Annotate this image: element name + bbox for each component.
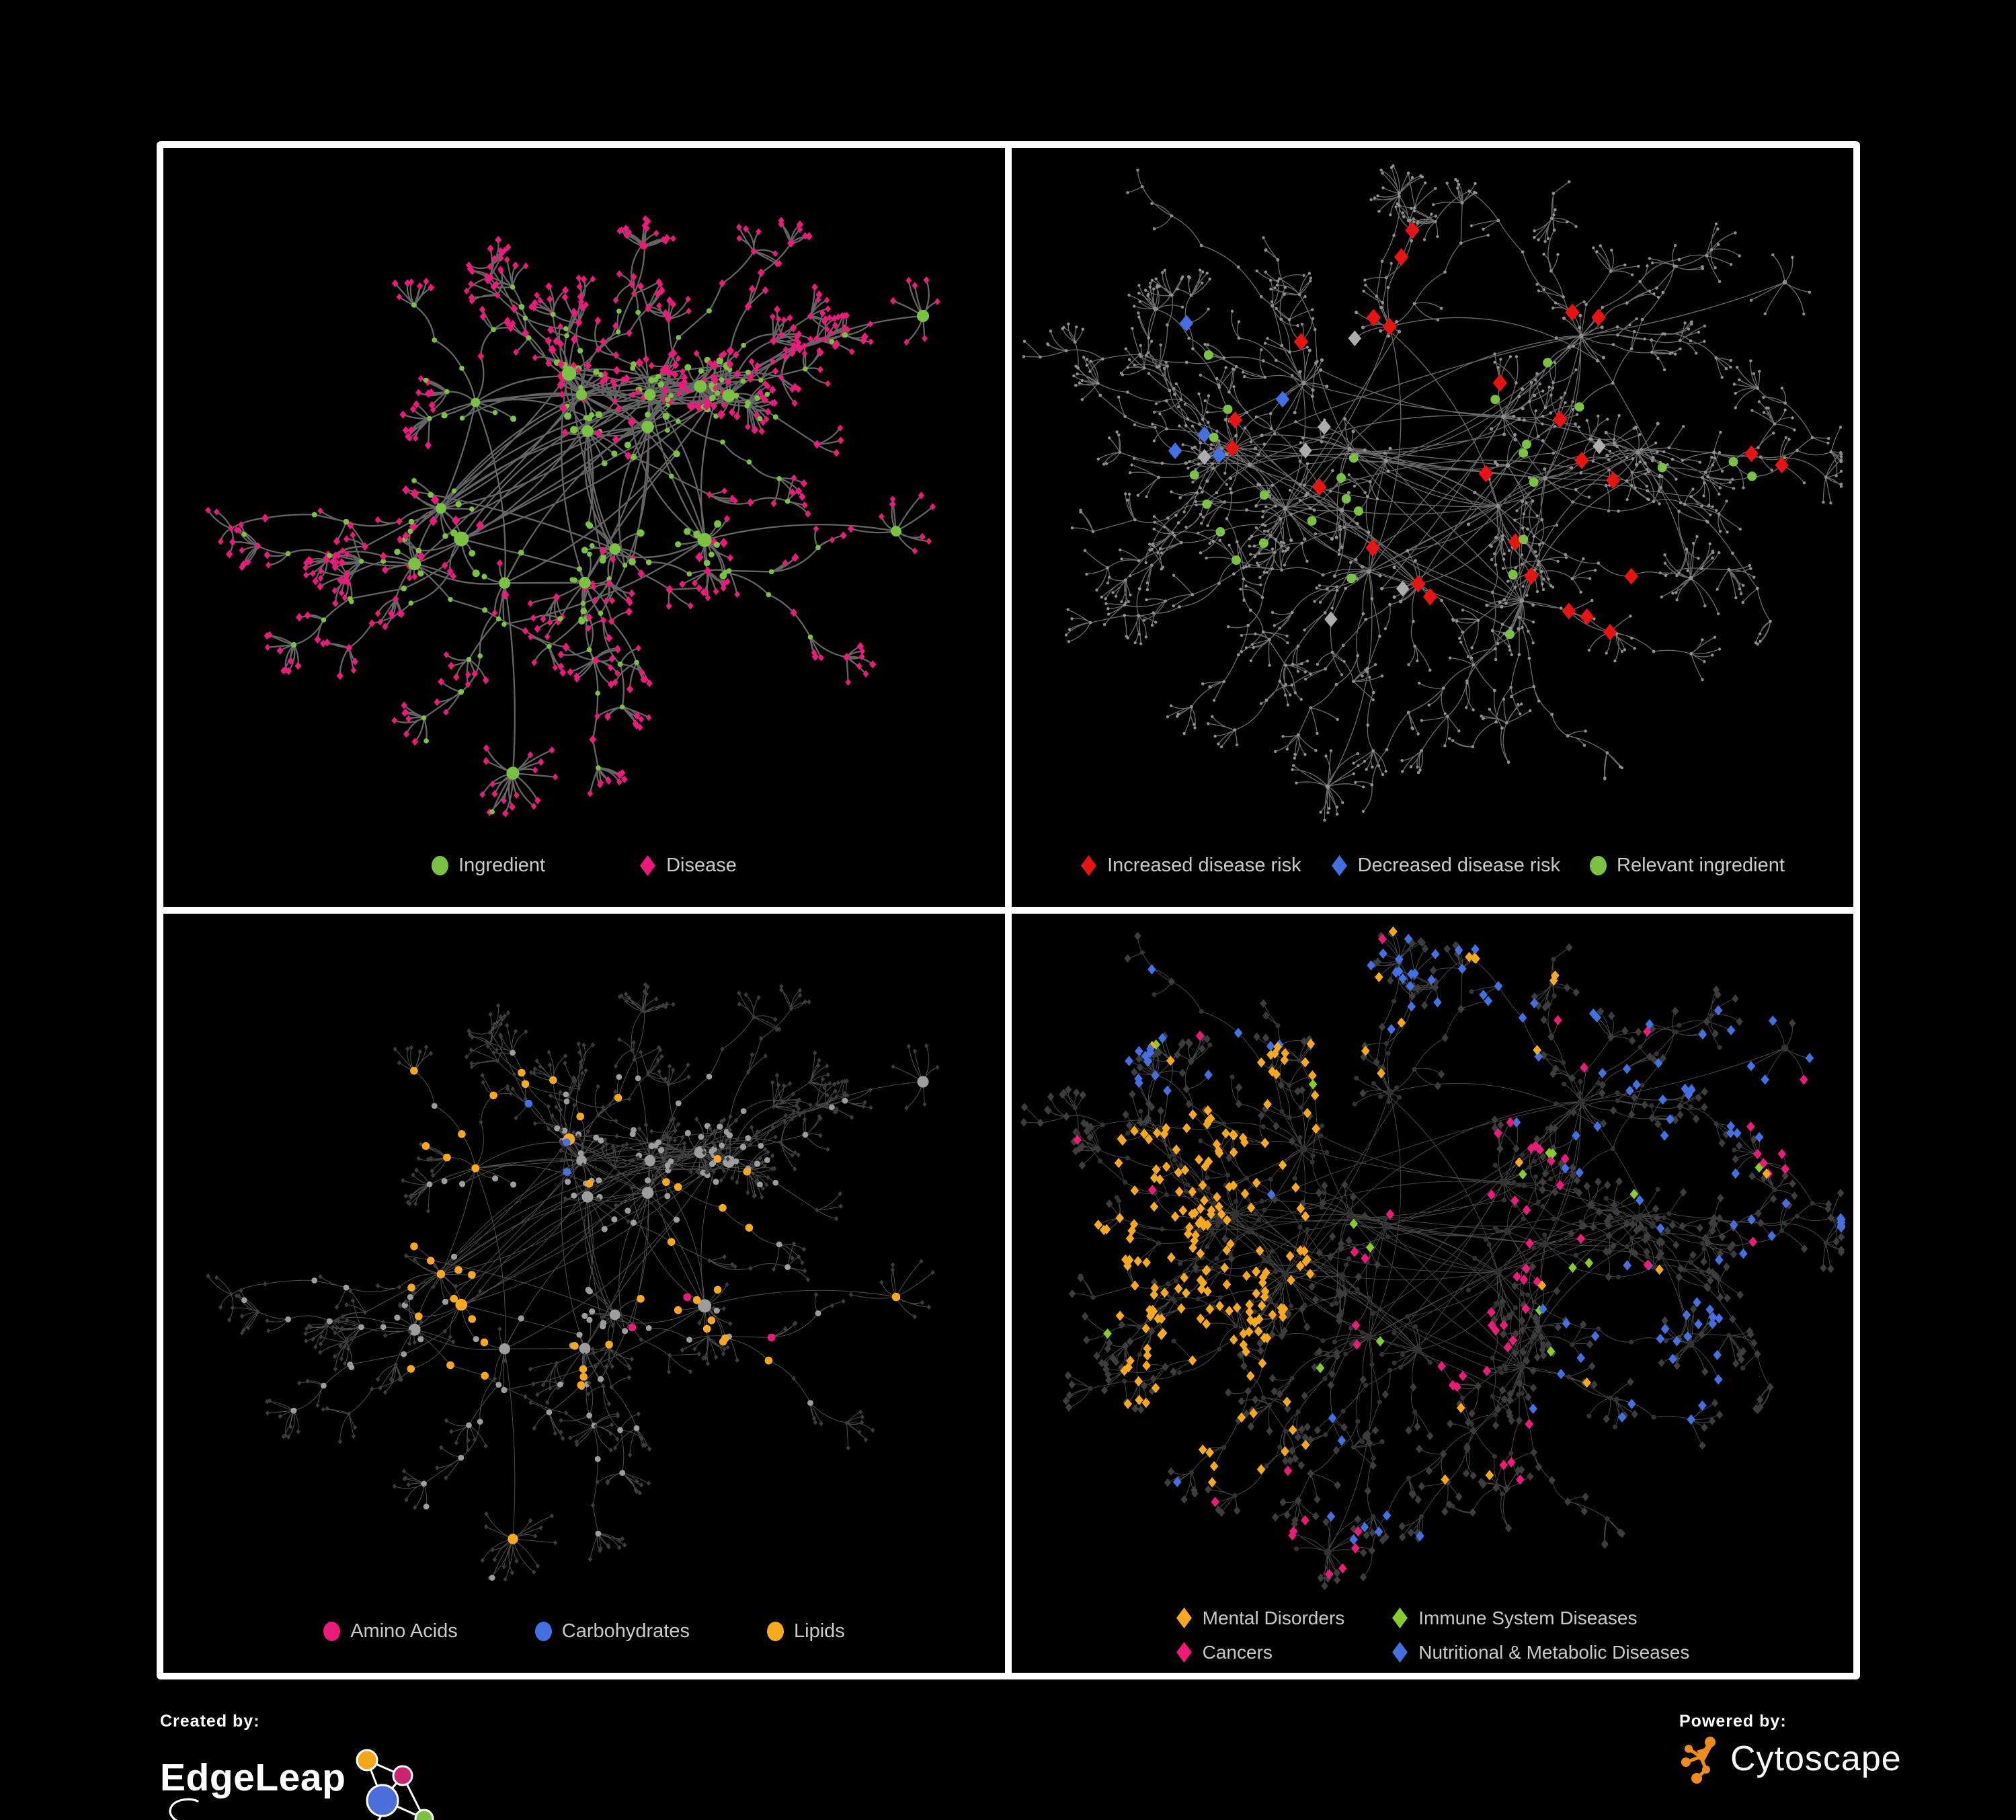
cytoscape-brand-text: Cytoscape <box>1730 1739 1902 1778</box>
edgeleap-network-icon <box>169 1749 434 1820</box>
legend-item-nutritional-metabolic-diseases: Nutritional & Metabolic Diseases <box>1392 1641 1689 1663</box>
legend-ingredient-disease: Ingredient Disease <box>163 855 1005 877</box>
network-disease-risk <box>1022 164 1843 822</box>
legend-item-immune-system-diseases: Immune System Diseases <box>1392 1607 1689 1629</box>
legend-label: Lipids <box>794 1620 845 1642</box>
legend-circle-marker <box>767 1622 784 1641</box>
legend-diamond-marker <box>1392 1642 1408 1663</box>
legend-label: Relevant ingredient <box>1617 855 1785 876</box>
panel-ingredient-classes: Amino Acids Carbohydrates Lipids <box>163 914 1005 1673</box>
legend-label: Disease <box>666 855 737 876</box>
legend-item-mental-disorders: Mental Disorders <box>1176 1607 1345 1629</box>
legend-item-cancers: Cancers <box>1176 1641 1345 1663</box>
legend-diamond-marker <box>1176 1642 1192 1663</box>
legend-disease-classes: Mental Disorders Immune System Diseases Ca… <box>1012 1607 1853 1663</box>
network-ingredient-disease <box>205 215 940 818</box>
powered-by-label: Powered by: <box>1679 1712 1787 1731</box>
legend-circle-marker <box>323 1622 341 1641</box>
legend-item-amino-acids: Amino Acids <box>323 1620 458 1643</box>
legend-disease-risk: Increased disease risk Decreased disease … <box>1012 855 1853 877</box>
legend-circle-marker <box>534 1622 552 1641</box>
legend-item-carbohydrates: Carbohydrates <box>534 1620 690 1643</box>
legend-label: Immune System Diseases <box>1418 1607 1638 1628</box>
edgeleap-credit: Created by: EdgeLeap <box>160 1712 456 1820</box>
legend-label: Increased disease risk <box>1107 855 1301 876</box>
edgeleap-brand-text: EdgeLeap <box>160 1756 346 1799</box>
legend-item-disease: Disease <box>639 855 737 877</box>
edgeleap-logo: EdgeLeap <box>160 1731 456 1820</box>
legend-circle-marker <box>432 856 449 875</box>
network-disease-classes <box>1020 926 1846 1591</box>
created-by-label: Created by: <box>160 1712 260 1731</box>
legend-item-relevant-ingredient: Relevant ingredient <box>1590 855 1785 877</box>
edgeleap-node-blue <box>366 1784 399 1817</box>
edgeleap-node-green <box>414 1809 434 1820</box>
legend-ingredient-classes: Amino Acids Carbohydrates Lipids <box>163 1620 1005 1643</box>
cytoscape-logo-icon <box>1681 1737 1716 1784</box>
legend-item-ingredient: Ingredient <box>432 855 545 877</box>
panel-ingredient-disease: Ingredient Disease <box>163 148 1005 907</box>
network-ingredient-classes <box>206 982 940 1582</box>
edgeleap-node-orange <box>356 1749 378 1772</box>
legend-diamond-marker <box>1081 855 1097 876</box>
legend-label: Carbohydrates <box>561 1620 690 1642</box>
legend-item-decreased-disease-risk: Decreased disease risk <box>1331 855 1560 877</box>
legend-circle-marker <box>1590 856 1607 875</box>
legend-label: Cancers <box>1202 1641 1273 1663</box>
legend-label: Ingredient <box>458 855 546 876</box>
legend-diamond-marker <box>1176 1608 1192 1628</box>
legend-diamond-marker <box>1392 1608 1408 1628</box>
legend-diamond-marker <box>1331 855 1347 876</box>
panel-disease-classes: Mental Disorders Immune System Diseases Ca… <box>1012 914 1853 1673</box>
panel-grid: Ingredient Disease Increased disease risk… <box>157 141 1860 1679</box>
legend-label: Nutritional & Metabolic Diseases <box>1418 1641 1690 1663</box>
panel-disease-risk: Increased disease risk Decreased disease … <box>1012 148 1853 907</box>
legend-diamond-marker <box>640 855 656 876</box>
edgeleap-node-magenta <box>392 1765 413 1786</box>
legend-label: Decreased disease risk <box>1357 855 1561 876</box>
cytoscape-credit: Powered by: Cytoscape <box>1679 1712 1902 1784</box>
legend-label: Mental Disorders <box>1202 1607 1345 1628</box>
legend-item-lipids: Lipids <box>767 1620 845 1643</box>
legend-label: Amino Acids <box>350 1620 458 1642</box>
legend-item-increased-disease-risk: Increased disease risk <box>1080 855 1301 877</box>
